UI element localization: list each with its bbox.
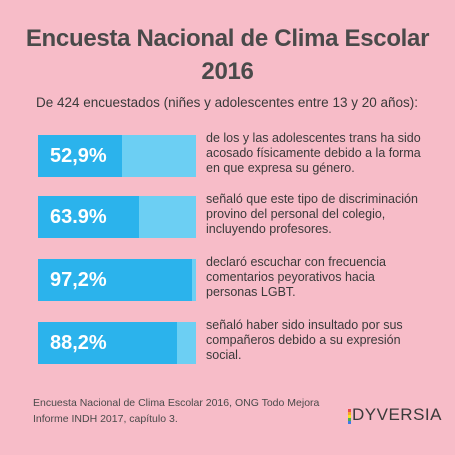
- title-line-2: 2016: [201, 58, 254, 85]
- stat-description: de los y las adolescentes trans ha sido …: [206, 131, 421, 175]
- bar-value-label: 63.9%: [50, 206, 107, 228]
- brand-logo: DYVERSIA: [346, 405, 442, 425]
- logo-text: DYVERSIA: [352, 405, 442, 424]
- stat-row-3: 97,2% declaró escuchar con frecuencia co…: [38, 255, 428, 301]
- source-line-1: Encuesta Nacional de Clima Escolar 2016,…: [33, 397, 320, 409]
- stat-row-2: 63.9% señaló que este tipo de discrimina…: [38, 192, 428, 238]
- bar-value-label: 97,2%: [50, 269, 107, 291]
- bar-value-label: 88,2%: [50, 332, 107, 354]
- bar-fill: [38, 322, 178, 364]
- title-line-1: Encuesta Nacional de Clima Escolar: [25, 25, 430, 52]
- bar-fill: [38, 196, 139, 238]
- bar-fill: [38, 135, 122, 177]
- chart-title: Encuesta Nacional de Clima Escolar 2016: [0, 22, 455, 88]
- source-line-2: Informe INDH 2017, capítulo 3.: [33, 413, 178, 425]
- subtitle: De 424 encuestados (niñes y adolescentes…: [36, 95, 418, 110]
- stat-description: señaló que este tipo de discriminación p…: [206, 192, 418, 236]
- stat-description: declaró escuchar con frecuencia comentar…: [206, 255, 386, 299]
- bar-track: 88,2%: [38, 322, 196, 364]
- bar-track: 97,2%: [38, 259, 196, 301]
- bar-track: 63.9%: [38, 196, 196, 238]
- logo-icon: [348, 409, 351, 424]
- stat-row-4: 88,2% señaló haber sido insultado por su…: [38, 318, 428, 364]
- source-note: Encuesta Nacional de Clima Escolar 2016,…: [33, 395, 333, 427]
- stat-row-1: 52,9% de los y las adolescentes trans ha…: [38, 131, 428, 177]
- bar-value-label: 52,9%: [50, 145, 107, 167]
- stat-description: señaló haber sido insultado por sus comp…: [206, 318, 403, 362]
- bar-fill: [38, 259, 192, 301]
- bar-track: 52,9%: [38, 135, 196, 177]
